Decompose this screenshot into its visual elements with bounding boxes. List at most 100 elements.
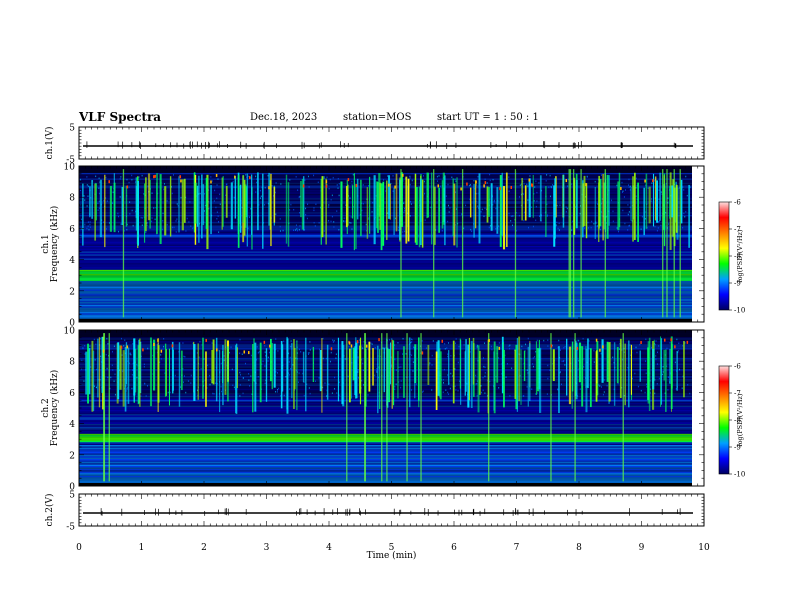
noise-speckle	[679, 368, 681, 371]
noise-speckle	[562, 360, 564, 363]
noise-speckle	[264, 365, 266, 367]
frequency-band	[79, 174, 692, 176]
hot-pixel	[157, 338, 159, 342]
noise-speckle	[329, 178, 331, 181]
noise-speckle	[447, 220, 449, 223]
frequency-band	[79, 265, 692, 267]
noise-speckle	[333, 221, 335, 223]
noise-speckle	[87, 225, 89, 227]
frequency-band	[79, 377, 692, 379]
hot-pixel	[620, 186, 622, 190]
noise-speckle	[493, 200, 495, 203]
noise-speckle	[173, 174, 175, 176]
noise-speckle	[555, 224, 557, 226]
noise-speckle	[97, 209, 99, 211]
noise-speckle	[571, 183, 573, 185]
frequency-band	[79, 307, 692, 310]
emission-streak	[521, 178, 523, 221]
noise-speckle	[656, 383, 658, 385]
noise-speckle	[232, 181, 234, 183]
noise-speckle	[93, 385, 95, 387]
noise-speckle	[382, 347, 384, 349]
noise-speckle	[394, 344, 396, 346]
noise-speckle	[98, 192, 100, 195]
emission-streak	[493, 341, 496, 414]
emission-streak	[212, 339, 215, 385]
hot-pixel	[171, 344, 174, 348]
noise-speckle	[255, 191, 257, 193]
noise-speckle	[83, 195, 85, 197]
noise-speckle	[532, 225, 534, 228]
noise-speckle	[509, 344, 511, 347]
impulse-spike	[550, 333, 552, 482]
noise-speckle	[461, 213, 463, 215]
noise-speckle	[483, 215, 485, 218]
noise-speckle	[259, 189, 261, 192]
noise-speckle	[595, 222, 597, 224]
noise-speckle	[214, 382, 216, 384]
noise-speckle	[600, 211, 602, 213]
noise-speckle	[154, 218, 156, 221]
noise-speckle	[250, 375, 252, 377]
noise-speckle	[582, 337, 584, 340]
emission-streak	[102, 336, 104, 410]
noise-speckle	[578, 339, 580, 342]
emission-streak	[528, 178, 531, 218]
noise-speckle	[484, 392, 486, 394]
noise-speckle	[429, 362, 431, 364]
noise-speckle	[347, 375, 349, 378]
emission-streak	[472, 337, 475, 385]
frequency-band	[79, 276, 692, 279]
noise-speckle	[151, 217, 153, 219]
y-tick-label: 8	[69, 194, 75, 204]
frequency-band	[79, 299, 692, 301]
chart-title: VLF Spectra	[79, 110, 162, 124]
noise-speckle	[162, 212, 164, 215]
frequency-band	[79, 345, 692, 347]
noise-speckle	[225, 183, 227, 186]
noise-speckle	[309, 349, 311, 351]
frequency-band	[79, 229, 692, 231]
emission-streak	[259, 342, 262, 403]
noise-speckle	[391, 338, 393, 340]
emission-streak	[296, 340, 298, 411]
frequency-band	[79, 258, 692, 260]
emission-streak	[356, 178, 359, 220]
noise-speckle	[397, 342, 399, 344]
noise-speckle	[621, 349, 623, 351]
frequency-band	[79, 238, 692, 241]
noise-speckle	[192, 227, 194, 230]
emission-streak	[583, 175, 586, 226]
emission-streak	[654, 176, 657, 221]
hot-pixel	[355, 184, 358, 188]
emission-streak	[227, 346, 229, 402]
emission-streak	[99, 179, 102, 238]
frequency-band	[79, 224, 692, 227]
noise-speckle	[375, 195, 377, 197]
noise-speckle	[288, 361, 290, 363]
noise-speckle	[593, 349, 595, 352]
noise-speckle	[665, 211, 667, 214]
impulse-spike	[679, 169, 681, 318]
noise-speckle	[402, 353, 404, 355]
noise-speckle	[105, 353, 107, 356]
noise-speckle	[299, 211, 301, 214]
noise-speckle	[547, 339, 549, 342]
noise-speckle	[332, 176, 334, 179]
noise-speckle	[475, 374, 477, 377]
noise-speckle	[641, 215, 643, 218]
noise-speckle	[444, 343, 446, 345]
frequency-band	[79, 309, 692, 311]
frequency-band	[79, 374, 692, 377]
noise-speckle	[213, 200, 215, 202]
frequency-band	[79, 297, 692, 300]
hot-pixel	[120, 345, 123, 349]
emission-streak	[342, 345, 345, 407]
emission-streak	[125, 342, 128, 385]
frequency-band	[79, 433, 692, 436]
noise-speckle	[140, 216, 142, 219]
emission-streak	[253, 338, 255, 382]
noise-speckle	[398, 366, 400, 369]
noise-speckle	[492, 203, 494, 206]
